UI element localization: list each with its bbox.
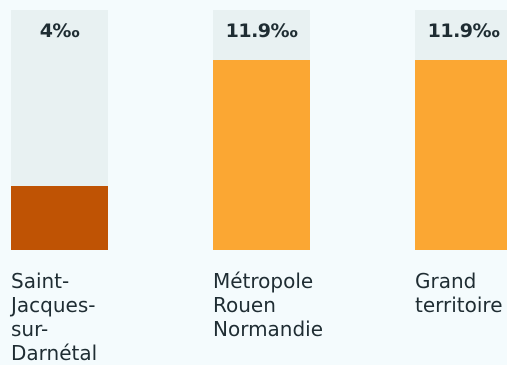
category-label: Saint- Jacques- sur- Darnétal — [11, 269, 98, 365]
data-label: 11.9‰ — [427, 20, 500, 42]
category-label: Grand territoire — [415, 269, 503, 317]
bar-column: 4‰ Saint- Jacques- sur- Darnétal — [11, 0, 121, 365]
bar-track — [11, 10, 108, 250]
category-label: Métropole Rouen Normandie — [213, 269, 324, 341]
bar — [11, 186, 108, 250]
bar-track — [213, 10, 310, 250]
bar-track — [415, 10, 507, 250]
data-label: 11.9‰ — [225, 20, 298, 42]
bar-column: 11.9‰ Métropole Rouen Normandie — [213, 0, 323, 362]
data-label: 4‰ — [39, 20, 80, 42]
bar — [415, 60, 507, 250]
bar-column: 11.9‰ Grand territoire — [415, 0, 507, 362]
bar — [213, 60, 310, 250]
